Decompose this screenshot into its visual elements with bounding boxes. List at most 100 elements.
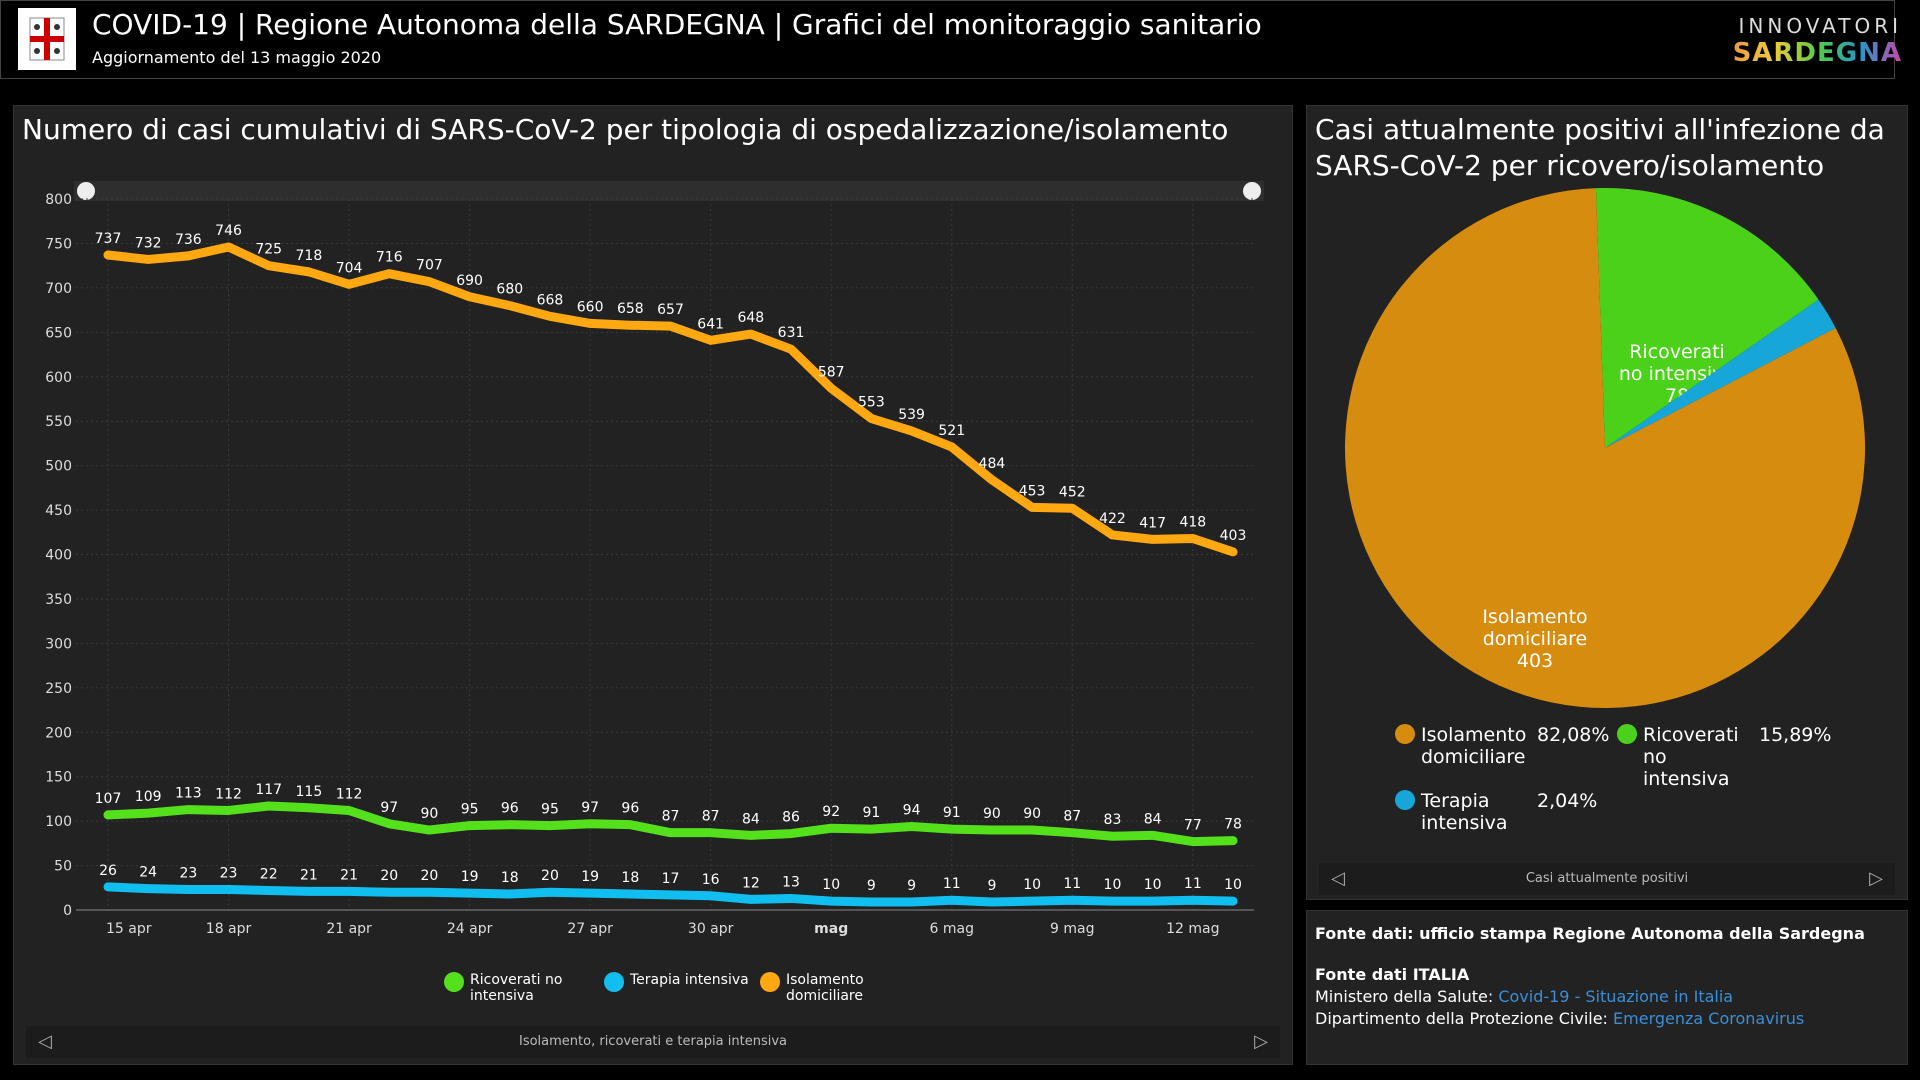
legend-dot — [1395, 724, 1415, 744]
series-line-1[interactable] — [103, 882, 1238, 907]
data-label: 9 — [987, 878, 996, 894]
legend-dot — [1617, 724, 1637, 744]
legend-dot — [1395, 790, 1415, 810]
protezione-link[interactable]: Emergenza Coronavirus — [1613, 1009, 1805, 1028]
pie-legend-terapia[interactable]: Terapia intensiva 2,04% — [1395, 790, 1597, 834]
data-label: 484 — [979, 456, 1006, 472]
x-tick-label: 30 apr — [688, 921, 734, 937]
data-label: 87 — [1063, 809, 1081, 825]
line-chart-title: Numero di casi cumulativi di SARS-CoV-2 … — [22, 113, 1229, 146]
sardegna-coat-of-arms-logo — [18, 8, 76, 70]
data-label: 19 — [581, 869, 599, 885]
legend-item-ricoverati[interactable]: Ricoverati no intensiva — [444, 972, 570, 1004]
data-label: 648 — [737, 310, 764, 326]
prev-arrow-icon[interactable]: ◁ — [1331, 868, 1345, 889]
data-label: 21 — [340, 867, 358, 883]
range-slider-handle-right[interactable] — [1243, 182, 1261, 200]
data-label: 77 — [1184, 818, 1202, 834]
data-label: 641 — [697, 316, 724, 332]
data-label: 78 — [1224, 817, 1242, 833]
next-arrow-icon[interactable]: ▷ — [1254, 1031, 1268, 1052]
x-tick-label: 27 apr — [567, 921, 613, 937]
pie-slice[interactable] — [1595, 188, 1819, 448]
legend-item-terapia[interactable]: Terapia intensiva — [604, 972, 749, 992]
data-label: 587 — [818, 364, 845, 380]
data-label: 10 — [1144, 877, 1162, 893]
data-label: 91 — [943, 805, 961, 821]
data-label: 96 — [501, 801, 519, 817]
data-label: 84 — [742, 811, 760, 827]
protezione-label: Dipartimento della Protezione Civile: — [1315, 1009, 1614, 1028]
data-label: 417 — [1139, 515, 1166, 531]
legend-dot — [604, 972, 624, 992]
data-label: 521 — [938, 423, 965, 439]
data-label: 86 — [782, 810, 800, 826]
data-label: 658 — [617, 301, 644, 317]
y-tick-label: 250 — [45, 681, 72, 697]
y-tick-label: 300 — [45, 636, 72, 652]
y-tick-label: 550 — [45, 414, 72, 430]
pie-legend-ricoverati[interactable]: Ricoverati no intensiva 15,89% — [1617, 724, 1831, 790]
data-label: 746 — [215, 223, 242, 239]
prev-arrow-icon[interactable]: ◁ — [38, 1031, 52, 1052]
data-label: 90 — [983, 806, 1001, 822]
pie-chart-panel: Casi attualmente positivi all'infezione … — [1306, 105, 1908, 900]
data-label: 84 — [1144, 811, 1162, 827]
line-chart: 0 50 100 150 200 250 300 350 400 450 500 550 600 650 7… — [45, 181, 1264, 937]
range-slider-track[interactable] — [74, 181, 1264, 201]
data-label: 707 — [416, 258, 443, 274]
ministero-link[interactable]: Covid-19 - Situazione in Italia — [1498, 987, 1734, 1006]
y-tick-label: 650 — [45, 325, 72, 341]
data-label: 19 — [461, 869, 479, 885]
data-label: 95 — [541, 802, 559, 818]
data-label: 10 — [1224, 877, 1242, 893]
series-line-2[interactable] — [103, 242, 1238, 557]
data-label: 87 — [702, 809, 720, 825]
data-label: 20 — [380, 868, 398, 884]
pie-pager: ◁ Casi attualmente positivi ▷ — [1319, 863, 1895, 895]
data-label: 117 — [255, 782, 282, 798]
series-line-0[interactable] — [103, 801, 1238, 847]
pie-pager-label: Casi attualmente positivi — [1525, 871, 1689, 886]
data-label: 83 — [1104, 812, 1122, 828]
x-tick-label: 6 mag — [930, 921, 974, 937]
pie-legend-isolamento[interactable]: Isolamento domiciliare 82,08% — [1395, 724, 1609, 768]
data-label: 10 — [1023, 877, 1041, 893]
data-label: 631 — [778, 325, 805, 341]
legend-item-isolamento[interactable]: Isolamento domiciliare — [760, 972, 876, 1004]
data-label: 9 — [867, 878, 876, 894]
source-regione: Fonte dati: ufficio stampa Regione Auton… — [1315, 924, 1865, 943]
data-label: 90 — [421, 806, 439, 822]
data-label: 11 — [1063, 876, 1081, 892]
y-tick-label: 100 — [45, 814, 72, 830]
x-tick-label: mag — [814, 921, 848, 937]
data-label: 660 — [577, 299, 604, 315]
chart-pager-label: Isolamento, ricoverati e terapia intensi… — [519, 1034, 787, 1049]
data-label: 97 — [581, 800, 599, 816]
data-label: 403 — [1220, 528, 1247, 544]
range-slider-handle-left[interactable] — [77, 182, 95, 200]
y-tick-label: 750 — [45, 236, 72, 252]
data-label: 10 — [822, 877, 840, 893]
data-label: 115 — [296, 784, 323, 800]
data-label: 553 — [858, 395, 885, 411]
data-label: 18 — [501, 870, 519, 886]
data-label: 716 — [376, 250, 403, 266]
pie-slice[interactable] — [1605, 299, 1836, 448]
y-tick-label: 150 — [45, 770, 72, 786]
y-tick-label: 700 — [45, 281, 72, 297]
data-label: 718 — [296, 248, 323, 264]
data-label: 23 — [179, 866, 197, 882]
data-label: 22 — [260, 866, 278, 882]
data-label: 97 — [380, 800, 398, 816]
data-label: 109 — [135, 789, 162, 805]
line-chart-panel: Numero di casi cumulativi di SARS-CoV-2 … — [13, 105, 1293, 1065]
pie-slice[interactable] — [1345, 188, 1865, 708]
data-label: 680 — [496, 282, 523, 298]
next-arrow-icon[interactable]: ▷ — [1869, 868, 1883, 889]
y-tick-label: 350 — [45, 592, 72, 608]
x-tick-label: 9 mag — [1050, 921, 1094, 937]
data-label: 9 — [907, 878, 916, 894]
data-label: 96 — [621, 801, 639, 817]
data-label: 107 — [95, 791, 122, 807]
